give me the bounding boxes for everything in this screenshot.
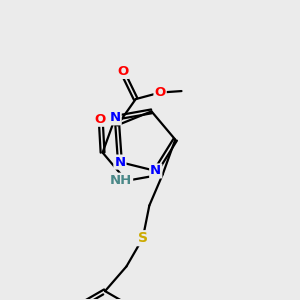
Text: N: N	[110, 111, 121, 124]
Text: S: S	[138, 231, 148, 245]
Text: N: N	[150, 164, 161, 177]
Text: O: O	[117, 65, 129, 78]
Text: O: O	[154, 86, 166, 99]
Text: O: O	[95, 113, 106, 126]
Text: N: N	[114, 156, 125, 169]
Text: NH: NH	[110, 174, 132, 187]
